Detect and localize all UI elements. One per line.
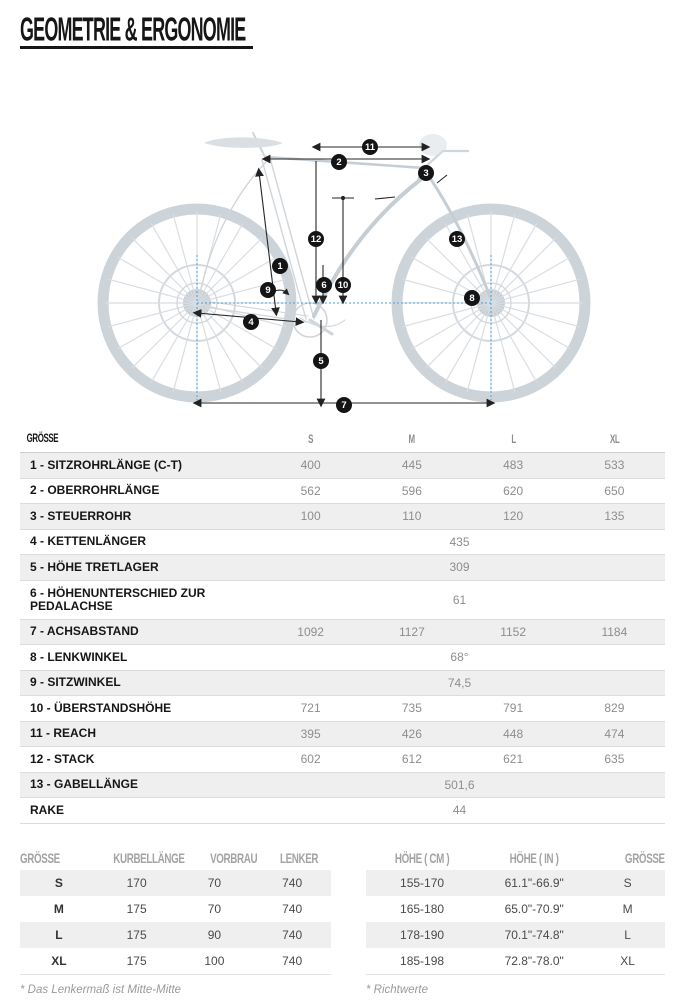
svg-text:1: 1	[277, 261, 283, 272]
svg-text:8: 8	[469, 293, 474, 304]
svg-text:9: 9	[265, 285, 270, 296]
svg-text:10: 10	[338, 280, 349, 291]
svg-text:6: 6	[321, 280, 326, 291]
svg-text:5: 5	[318, 356, 324, 367]
svg-text:13: 13	[452, 234, 463, 245]
svg-text:7: 7	[341, 400, 346, 411]
svg-text:4: 4	[248, 317, 254, 328]
svg-text:11: 11	[365, 142, 376, 153]
svg-text:12: 12	[311, 234, 322, 245]
svg-text:2: 2	[336, 157, 341, 168]
svg-text:3: 3	[423, 168, 428, 179]
